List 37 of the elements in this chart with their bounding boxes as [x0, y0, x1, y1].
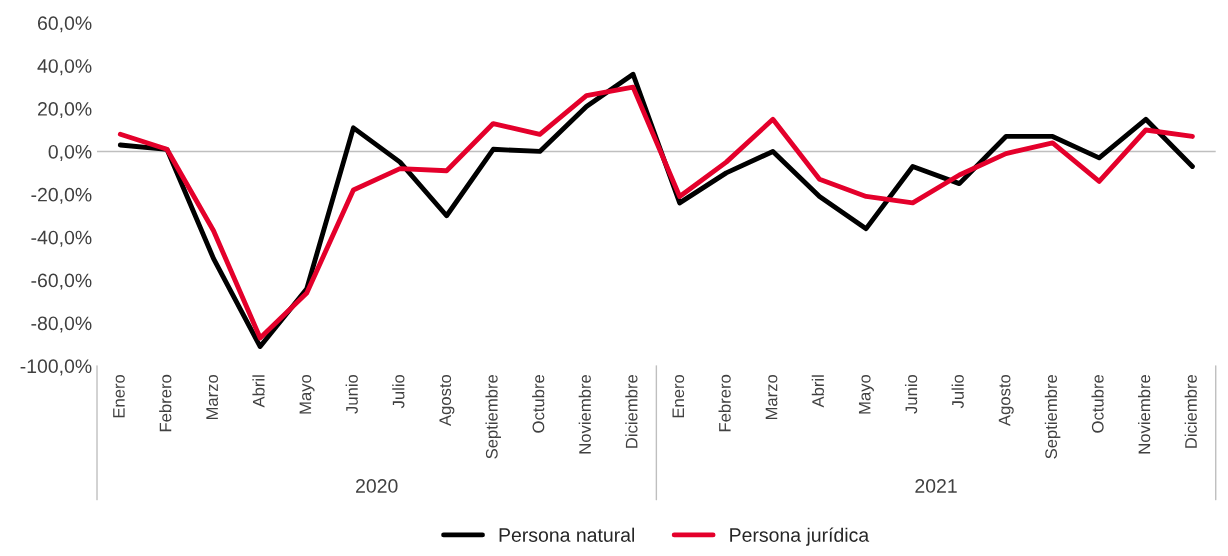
y-tick-label: 0,0%	[48, 144, 92, 161]
x-tick-label: Octubre	[532, 374, 545, 433]
x-tick-label: Mayo	[858, 374, 874, 414]
x-tick-label: Enero	[113, 374, 125, 418]
x-tick-label: Abril	[811, 375, 824, 408]
x-tick-label: Noviembre	[1138, 374, 1151, 454]
text: 2020	[356, 479, 398, 493]
x-tick-label: Agosto	[998, 374, 1014, 427]
x-tick-label: Abril	[252, 375, 265, 408]
x-tick-label: Noviembre	[578, 374, 591, 454]
legend-label: Persona jurídica	[730, 527, 870, 546]
x-tick-label: Febrero	[718, 374, 731, 432]
x-tick-label: Octubre	[1091, 374, 1104, 433]
y-tick-label: -60,0%	[31, 273, 92, 290]
y-tick-label: -20,0%	[31, 187, 92, 204]
x-tick-label: Julio	[392, 374, 405, 409]
x-tick-label: Marzo	[206, 374, 219, 420]
y-tick-label: -40,0%	[31, 230, 92, 247]
x-tick-label: Julio	[951, 374, 964, 409]
x-tick-label: Mayo	[299, 374, 315, 414]
x-tick-label: Junio	[345, 374, 358, 414]
x-tick-label: Agosto	[439, 374, 455, 427]
y-tick-label: -100,0%	[20, 359, 92, 376]
legend-label: Persona natural	[499, 527, 635, 542]
y-tick-label: 60,0%	[38, 16, 92, 33]
y-tick-label: 20,0%	[38, 102, 92, 119]
y-tick-label: 40,0%	[37, 59, 92, 76]
x-tick-label: Septiembre	[1044, 374, 1061, 459]
x-tick-label: Marzo	[765, 374, 778, 420]
text: 2021	[915, 479, 957, 493]
x-tick-label: Septiembre	[485, 374, 501, 459]
y-tick-label: -80,0%	[31, 316, 92, 333]
x-tick-label: Febrero	[159, 374, 172, 432]
x-tick-label: Junio	[904, 374, 918, 414]
x-tick-label: Diciembre	[1184, 374, 1197, 448]
x-tick-label: Diciembre	[625, 374, 638, 448]
x-tick-label: Enero	[672, 374, 685, 418]
